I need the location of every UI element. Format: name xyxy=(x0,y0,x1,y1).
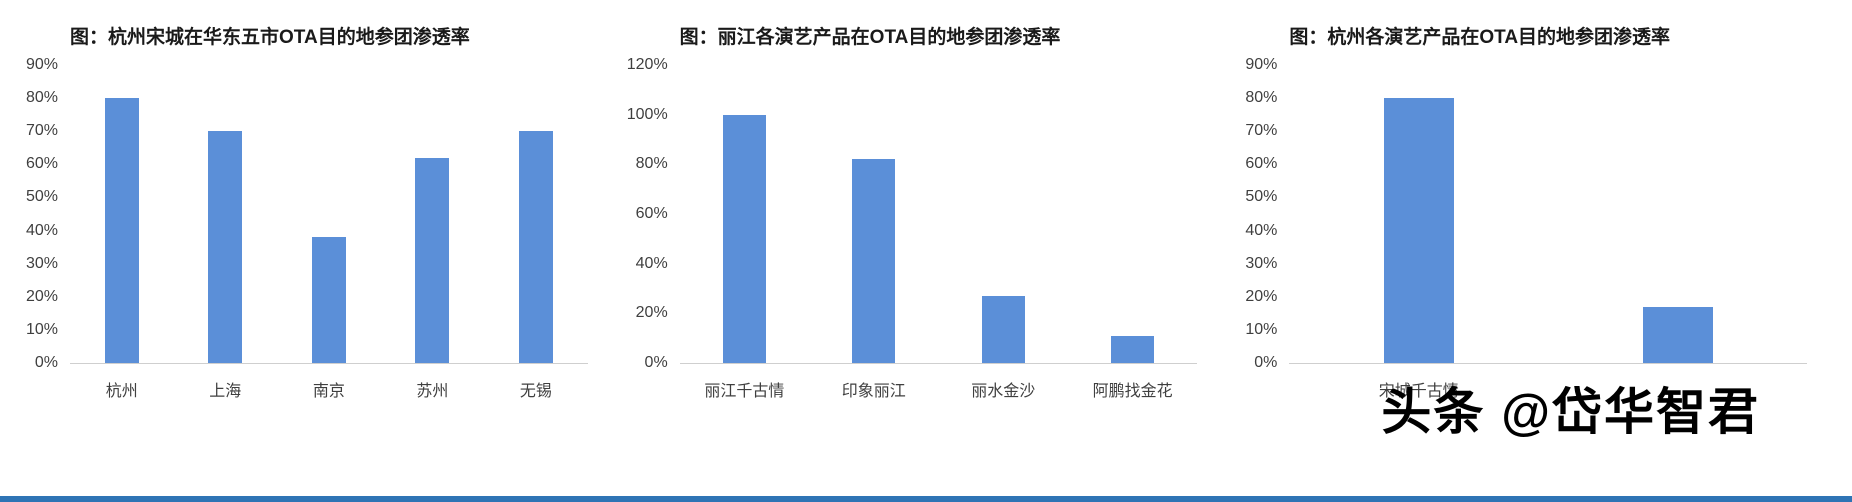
bar-slot xyxy=(680,65,809,363)
bar-slot xyxy=(484,65,588,363)
bar-slot xyxy=(809,65,938,363)
bar-slot xyxy=(277,65,381,363)
y-axis-tick-label: 0% xyxy=(34,354,58,371)
y-axis: 0% 20% 40% 60% 80% 100% 120% xyxy=(622,57,680,371)
x-axis-labels: 宋城千古情 xyxy=(1289,377,1807,401)
y-axis-tick-label: 40% xyxy=(635,254,668,272)
charts-row: 图：杭州宋城在华东五市OTA目的地参团渗透率 0% 10% 20% 30% 40% 50%… xyxy=(12,22,1808,401)
y-axis-tick-label: 30% xyxy=(1245,254,1278,272)
y-axis-tick-label: 90% xyxy=(1245,56,1278,73)
y-axis-tick-label: 60% xyxy=(635,205,668,222)
y-axis-tick-label: 10% xyxy=(1245,320,1278,338)
y-axis-tick-label: 50% xyxy=(1245,188,1278,206)
chart-lijiang-products-ota: 图：丽江各演艺产品在OTA目的地参团渗透率 0% 20% 40% 60% 80% 100%… xyxy=(622,22,1198,401)
chart-plot-grid: 0% 10% 20% 30% 40% 50% 60% 70% 80% 90% xyxy=(12,57,588,371)
y-axis-tick-label: 20% xyxy=(635,304,668,322)
bar-slot xyxy=(1289,65,1548,363)
x-category-label: 丽水金沙 xyxy=(971,383,1036,400)
watermark-text: 头条 @岱华智君 xyxy=(1381,384,1760,440)
y-axis-tick-label: 50% xyxy=(25,188,58,206)
bar-无锡 xyxy=(518,131,553,363)
bars-container xyxy=(70,65,588,363)
bar-slot xyxy=(1068,65,1197,363)
x-category-label: 无锡 xyxy=(519,383,552,400)
bar-slot xyxy=(70,65,174,363)
x-category-label: 阿鹏找金花 xyxy=(1092,383,1173,400)
x-axis-labels: 杭州 上海 南京 苏州 无锡 xyxy=(70,377,588,401)
y-axis-tick-label: 80% xyxy=(635,155,668,173)
y-axis-tick-label: 0% xyxy=(1254,354,1278,371)
x-category-label: 印象丽江 xyxy=(841,383,906,400)
y-axis: 0% 10% 20% 30% 40% 50% 60% 70% 80% 90% xyxy=(1231,57,1289,371)
x-category-label: 上海 xyxy=(209,383,242,400)
bar-阿鹏找金花 xyxy=(1111,335,1154,363)
chart-plot-grid: 0% 10% 20% 30% 40% 50% 60% 70% 80% 90% xyxy=(1231,57,1808,371)
bar-宋城千古情 xyxy=(1383,98,1454,363)
y-axis: 0% 10% 20% 30% 40% 50% 60% 70% 80% 90% xyxy=(12,57,70,371)
bar-slot xyxy=(174,65,278,363)
x-category-label: 丽江千古情 xyxy=(704,383,785,400)
chart-title: 图：杭州宋城在华东五市OTA目的地参团渗透率 xyxy=(70,27,470,48)
bars-container xyxy=(680,65,1198,363)
bar-南京 xyxy=(311,237,346,363)
plot-area xyxy=(679,65,1198,364)
y-axis-tick-label: 20% xyxy=(25,287,58,305)
y-axis-tick-label: 20% xyxy=(1245,287,1278,305)
bar-苏州 xyxy=(415,157,450,363)
chart-title: 图：杭州各演艺产品在OTA目的地参团渗透率 xyxy=(1289,27,1671,48)
y-axis-tick-label: 80% xyxy=(25,89,58,107)
bar-series-1 xyxy=(1642,306,1713,363)
chart-songcheng-east-china-ota: 图：杭州宋城在华东五市OTA目的地参团渗透率 0% 10% 20% 30% 40% 50%… xyxy=(12,22,588,401)
chart-plot-grid: 0% 20% 40% 60% 80% 100% 120% xyxy=(622,57,1198,371)
chart-title: 图：丽江各演艺产品在OTA目的地参团渗透率 xyxy=(679,27,1061,48)
plot-area xyxy=(1289,65,1808,364)
y-axis-tick-label: 40% xyxy=(25,221,58,239)
bar-丽水金沙 xyxy=(981,295,1025,363)
x-axis-labels: 丽江千古情 印象丽江 丽水金沙 阿鹏找金花 xyxy=(680,377,1198,401)
x-category-label: 杭州 xyxy=(105,383,138,400)
bar-印象丽江 xyxy=(852,159,896,363)
bar-slot xyxy=(939,65,1068,363)
bars-container xyxy=(1289,65,1807,363)
y-axis-tick-label: 60% xyxy=(1245,155,1278,173)
y-axis-tick-label: 120% xyxy=(626,56,668,73)
bar-上海 xyxy=(208,131,243,363)
y-axis-tick-label: 90% xyxy=(25,56,58,73)
chart-hangzhou-products-ota: 图：杭州各演艺产品在OTA目的地参团渗透率 0% 10% 20% 30% 40% 50% 6… xyxy=(1231,22,1808,401)
y-axis-tick-label: 70% xyxy=(25,122,58,140)
bar-slot xyxy=(381,65,485,363)
y-axis-tick-label: 0% xyxy=(644,354,668,371)
bar-slot xyxy=(1548,65,1807,363)
x-category-label: 南京 xyxy=(312,383,345,400)
y-axis-tick-label: 40% xyxy=(1245,221,1278,239)
bottom-accent-strip xyxy=(0,496,1852,502)
bar-杭州 xyxy=(104,98,139,363)
y-axis-tick-label: 70% xyxy=(1245,122,1278,140)
y-axis-tick-label: 60% xyxy=(25,155,58,173)
y-axis-tick-label: 100% xyxy=(626,105,668,123)
y-axis-tick-label: 80% xyxy=(1245,89,1278,107)
x-category-label: 苏州 xyxy=(416,383,449,400)
y-axis-tick-label: 30% xyxy=(25,254,58,272)
bar-丽江千古情 xyxy=(723,114,766,363)
y-axis-tick-label: 10% xyxy=(25,320,58,338)
x-category-label: 宋城千古情 xyxy=(1378,383,1459,400)
plot-area xyxy=(70,65,588,364)
